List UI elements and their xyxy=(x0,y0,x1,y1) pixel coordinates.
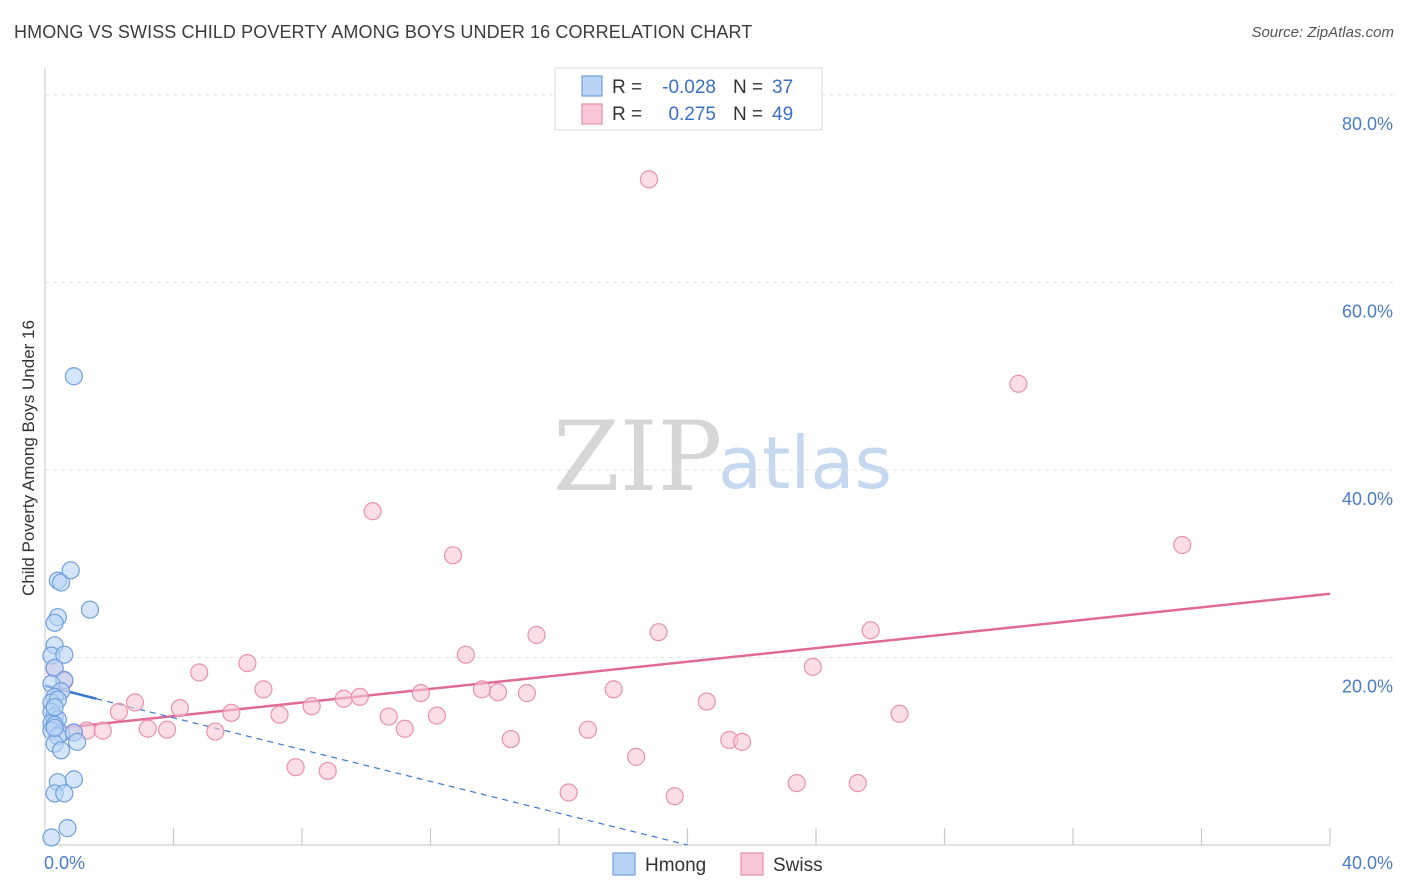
point-hmong-28 xyxy=(68,732,87,751)
y-tick-label-80: 80.0% xyxy=(1342,114,1393,134)
point-swiss-22 xyxy=(363,502,382,521)
point-swiss-9 xyxy=(157,720,177,739)
bottom-legend-swatch-swiss xyxy=(740,852,764,876)
y-axis-label: Child Poverty Among Boys Under 16 xyxy=(19,320,38,596)
point-swiss-15 xyxy=(254,680,273,699)
legend-n-value-hmong: 37 xyxy=(772,77,793,98)
point-hmong-5 xyxy=(51,573,71,592)
point-swiss-5 xyxy=(93,721,112,740)
legend-r-value-hmong: -0.028 xyxy=(662,77,716,98)
point-swiss-50 xyxy=(1173,535,1192,555)
point-hmong-29 xyxy=(45,718,64,737)
point-swiss-44 xyxy=(787,774,806,793)
legend-n-label-hmong: N = xyxy=(733,77,763,98)
point-hmong-3 xyxy=(45,613,64,632)
x-tick-label-min: 0.0% xyxy=(44,853,85,873)
series-legend: Hmong Swiss xyxy=(612,852,823,876)
point-swiss-27 xyxy=(443,546,463,565)
tick-labels: 20.0% 40.0% 60.0% 80.0% 0.0% 40.0% xyxy=(44,114,1393,873)
point-swiss-16 xyxy=(270,705,289,724)
point-hmong-9 xyxy=(55,645,74,664)
legend-r-label-hmong: R = xyxy=(612,77,642,98)
bottom-legend-swatch-hmong xyxy=(612,852,636,876)
point-swiss-48 xyxy=(890,704,909,723)
point-swiss-46 xyxy=(848,774,867,793)
point-swiss-31 xyxy=(501,729,520,749)
legend-r-label-swiss: R = xyxy=(612,104,642,125)
point-hmong-6 xyxy=(61,561,80,580)
legend-swatch-swiss xyxy=(581,103,603,125)
point-swiss-12 xyxy=(206,722,225,741)
trend-line-swiss xyxy=(44,592,1331,731)
point-swiss-21 xyxy=(350,687,369,706)
watermark-atlas: atlas xyxy=(718,421,892,505)
point-swiss-36 xyxy=(604,680,623,699)
legend-n-value-swiss: 49 xyxy=(772,104,793,125)
point-swiss-32 xyxy=(517,684,536,703)
point-swiss-24 xyxy=(395,719,414,738)
point-swiss-10 xyxy=(170,699,190,718)
data-points xyxy=(42,170,1192,847)
point-swiss-38 xyxy=(639,170,659,189)
x-tick-label-max: 40.0% xyxy=(1342,853,1393,873)
point-swiss-37 xyxy=(626,747,646,766)
point-swiss-8 xyxy=(138,719,157,738)
point-swiss-41 xyxy=(697,692,716,711)
correlation-legend: R = -0.028 N = 37 R = 0.275 N = 49 xyxy=(554,67,823,131)
point-swiss-20 xyxy=(334,689,353,708)
point-swiss-11 xyxy=(190,663,209,682)
trend-line-hmong-extended xyxy=(96,698,688,846)
point-swiss-17 xyxy=(286,758,305,777)
bottom-legend-label-swiss: Swiss xyxy=(773,855,823,876)
point-hmong-26 xyxy=(51,741,71,760)
point-swiss-25 xyxy=(411,684,430,703)
point-hmong-34 xyxy=(58,819,77,838)
y-tick-label-60: 60.0% xyxy=(1342,302,1393,322)
point-swiss-26 xyxy=(427,706,447,725)
point-swiss-35 xyxy=(578,720,598,739)
chart-title: HMONG VS SWISS CHILD POVERTY AMONG BOYS … xyxy=(14,22,753,42)
bottom-legend-label-hmong: Hmong xyxy=(645,855,706,876)
y-tick-label-20: 20.0% xyxy=(1342,677,1393,697)
point-swiss-7 xyxy=(125,693,145,712)
point-swiss-29 xyxy=(472,680,491,699)
point-hmong-31 xyxy=(64,770,84,789)
point-swiss-45 xyxy=(803,657,822,676)
point-swiss-47 xyxy=(861,621,880,640)
legend-swatch-hmong xyxy=(581,75,603,97)
point-swiss-43 xyxy=(733,732,752,751)
point-swiss-28 xyxy=(456,645,475,664)
point-swiss-23 xyxy=(379,707,398,726)
point-swiss-40 xyxy=(665,787,684,806)
legend-n-label-swiss: N = xyxy=(733,104,763,125)
point-hmong-7 xyxy=(80,600,100,619)
source-label: Source: ZipAtlas.com xyxy=(1251,24,1394,41)
point-swiss-49 xyxy=(1009,374,1028,393)
point-swiss-18 xyxy=(302,697,321,716)
legend-r-value-swiss: 0.275 xyxy=(668,104,716,125)
point-hmong-8 xyxy=(64,367,84,386)
point-hmong-33 xyxy=(55,784,74,803)
point-swiss-30 xyxy=(488,683,508,702)
gridlines xyxy=(45,94,1393,658)
point-swiss-6 xyxy=(109,702,128,721)
point-swiss-19 xyxy=(318,761,337,781)
point-swiss-33 xyxy=(527,625,546,645)
watermark-zip: ZIP xyxy=(553,401,722,513)
trend-lines xyxy=(44,592,1331,846)
point-swiss-34 xyxy=(559,783,578,802)
y-tick-label-40: 40.0% xyxy=(1342,489,1393,509)
point-hmong-36 xyxy=(45,698,64,717)
point-hmong-35 xyxy=(42,828,61,847)
point-swiss-13 xyxy=(222,703,241,722)
point-swiss-39 xyxy=(649,623,668,642)
point-swiss-14 xyxy=(238,654,257,673)
